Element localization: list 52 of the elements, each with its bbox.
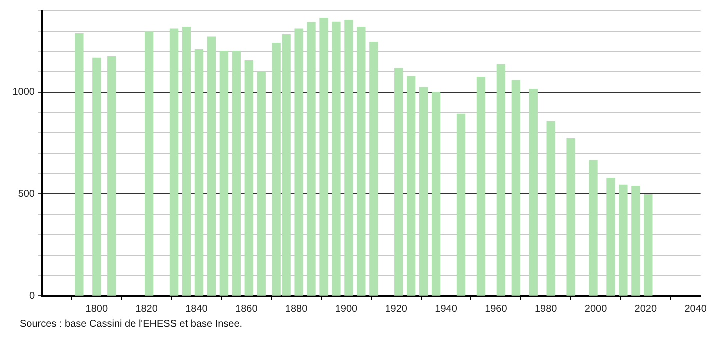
bar: [512, 80, 520, 296]
bar: [496, 64, 506, 296]
x-tick-label: 1980: [534, 304, 558, 315]
bar: [207, 36, 216, 296]
x-tick-label: 1900: [335, 304, 358, 315]
x-tick-label: 2040: [684, 304, 708, 315]
x-tick-label: 1880: [285, 304, 308, 315]
bar: [232, 50, 241, 296]
bar: [92, 58, 102, 296]
y-tick-label: 0: [29, 290, 36, 302]
source-note: Sources : base Cassini de l'EHESS et base Insee.: [20, 319, 243, 330]
bar: [529, 89, 538, 296]
y-tick-label: 1000: [12, 87, 36, 98]
bar: [644, 194, 653, 296]
bar: [332, 22, 341, 296]
x-tick-label: 2020: [634, 304, 658, 315]
x-tick-label: 1840: [186, 304, 208, 315]
bar: [632, 186, 640, 296]
bar: [220, 50, 229, 296]
bar: [108, 56, 116, 296]
bar: [606, 178, 616, 296]
bar: [75, 33, 84, 296]
bar: [294, 28, 304, 296]
bar: [170, 28, 179, 296]
bar: [320, 18, 328, 296]
bar: [194, 50, 204, 296]
x-tick-label: 1800: [86, 304, 108, 315]
bar: [307, 22, 316, 296]
bar: [456, 114, 466, 296]
bar: [619, 184, 628, 296]
bar: [407, 76, 416, 296]
bar: [257, 72, 266, 296]
bar: [370, 42, 378, 296]
bar: [589, 160, 598, 296]
bar: [182, 26, 192, 296]
bar: [357, 26, 366, 296]
x-tick-label: 1860: [236, 304, 258, 315]
y-tick-label: 500: [18, 188, 36, 200]
bar: [344, 20, 354, 296]
bar: [394, 68, 404, 296]
bar: [476, 77, 486, 296]
x-tick-label: 1960: [485, 304, 508, 315]
x-tick-label: 1940: [435, 304, 458, 315]
bar: [244, 60, 254, 296]
x-tick-label: 2000: [584, 304, 608, 315]
bar: [432, 92, 441, 296]
bar: [144, 31, 154, 296]
x-tick-label: 1920: [385, 304, 408, 315]
bar: [566, 138, 576, 296]
bar: [546, 121, 556, 296]
x-tick-label: 1820: [136, 304, 158, 315]
bar: [419, 87, 428, 296]
